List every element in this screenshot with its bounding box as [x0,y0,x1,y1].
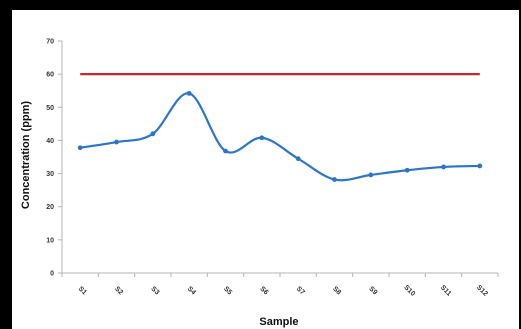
series-line [79,92,480,182]
data-point [114,139,119,145]
x-tick-label: S6 [258,285,269,296]
data-point [368,172,374,178]
data-series [77,90,483,182]
y-tick-label: 0 [50,271,54,278]
y-tick-label: 40 [46,138,54,145]
x-tick-label: S11 [439,284,453,298]
y-axis-ticks: 0 10 20 30 40 50 60 70 [46,39,62,278]
data-point [150,131,156,137]
y-tick-label: 30 [46,171,54,178]
x-tick-label: S12 [475,284,489,298]
y-tick-label: 60 [46,72,54,79]
y-tick-label: 20 [46,204,54,211]
x-axis-ticks: S1 S2 S3 S4 S5 S6 S7 S8 S9 S10 S11 S12 [61,273,499,298]
x-tick-label: S1 [77,285,88,296]
x-tick-label: S9 [367,285,378,296]
data-point [295,156,301,162]
y-tick-label: 50 [46,105,54,112]
y-tick-label: 10 [46,237,54,244]
x-tick-label: S3 [149,285,160,296]
data-point [77,145,83,151]
x-tick-label: S2 [113,285,124,296]
x-tick-label: S7 [295,285,306,296]
data-point [259,135,265,141]
x-tick-label: S5 [222,285,233,296]
x-tick-label: S4 [186,285,197,296]
data-point [477,163,483,169]
x-tick-label: S8 [331,285,342,296]
x-axis-title: Sample [259,316,298,328]
data-point [404,167,410,173]
data-point [332,177,337,182]
data-point [441,164,446,170]
data-point [186,90,192,96]
data-point [223,148,228,154]
x-tick-label: S10 [402,284,416,298]
y-tick-label: 70 [46,39,54,46]
y-axis-title: Concentration (ppm) [20,101,32,209]
